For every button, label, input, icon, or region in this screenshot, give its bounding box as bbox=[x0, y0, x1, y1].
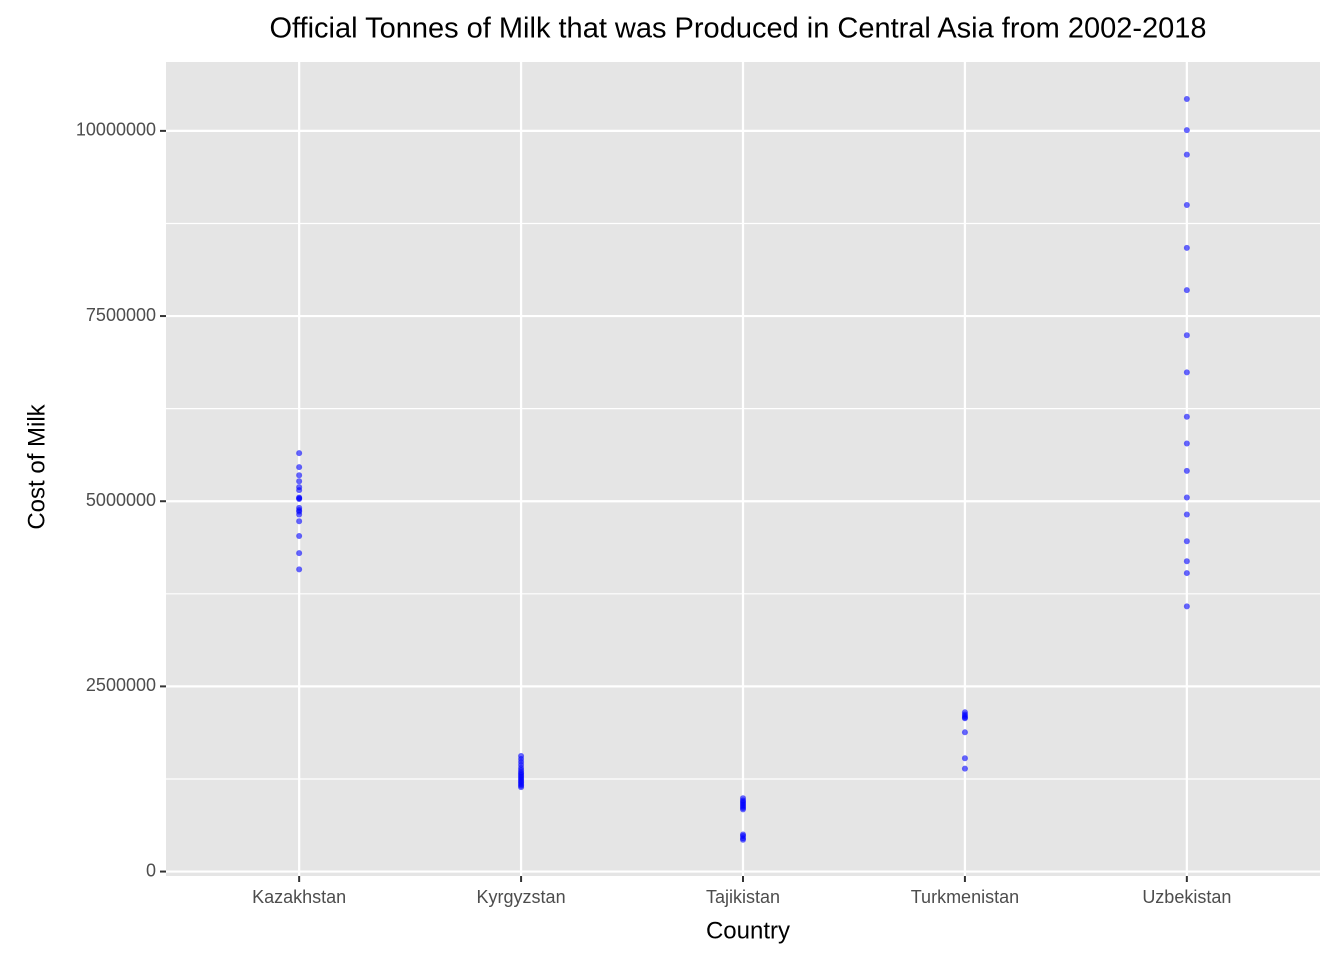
point bbox=[1183, 287, 1190, 294]
point bbox=[296, 533, 303, 540]
point bbox=[961, 765, 968, 772]
point bbox=[1183, 440, 1190, 447]
y-tick-label: 5000000 bbox=[86, 490, 156, 510]
point bbox=[740, 831, 746, 838]
point bbox=[1183, 413, 1190, 420]
point bbox=[1183, 511, 1190, 518]
point bbox=[961, 755, 968, 762]
point bbox=[296, 478, 303, 485]
y-tick-label: 0 bbox=[146, 860, 156, 880]
point bbox=[296, 487, 303, 494]
point bbox=[1183, 127, 1190, 134]
point bbox=[1183, 96, 1190, 103]
point bbox=[296, 511, 303, 518]
x-tick-label: Uzbekistan bbox=[1142, 887, 1231, 907]
point bbox=[1183, 332, 1190, 339]
point bbox=[740, 795, 746, 802]
x-axis-title: Country bbox=[706, 917, 790, 944]
x-tick-label: Turkmenistan bbox=[911, 887, 1019, 907]
point bbox=[296, 550, 303, 557]
y-axis-title: Cost of Milk bbox=[23, 403, 50, 529]
point bbox=[961, 709, 968, 716]
point bbox=[1183, 494, 1190, 501]
point bbox=[296, 566, 303, 573]
point bbox=[296, 450, 303, 457]
chart-title: Official Tonnes of Milk that was Produce… bbox=[269, 13, 1206, 45]
point bbox=[296, 518, 303, 525]
point bbox=[296, 464, 303, 471]
point bbox=[1183, 244, 1190, 251]
x-tick-label: Kazakhstan bbox=[252, 887, 346, 907]
point bbox=[1183, 467, 1190, 474]
point bbox=[296, 472, 303, 479]
y-tick-label: 10000000 bbox=[76, 120, 156, 140]
point bbox=[1183, 151, 1190, 158]
point bbox=[1183, 369, 1190, 376]
point bbox=[1183, 558, 1190, 565]
point bbox=[1183, 538, 1190, 545]
point bbox=[1183, 201, 1190, 208]
y-tick-label: 7500000 bbox=[86, 305, 156, 325]
point bbox=[1183, 603, 1190, 610]
x-tick-label: Kyrgyzstan bbox=[477, 887, 566, 907]
point bbox=[1183, 570, 1190, 577]
point bbox=[961, 729, 968, 736]
point bbox=[518, 753, 525, 760]
point bbox=[296, 495, 303, 502]
x-tick-label: Tajikistan bbox=[706, 887, 780, 907]
y-tick-label: 2500000 bbox=[86, 675, 156, 695]
